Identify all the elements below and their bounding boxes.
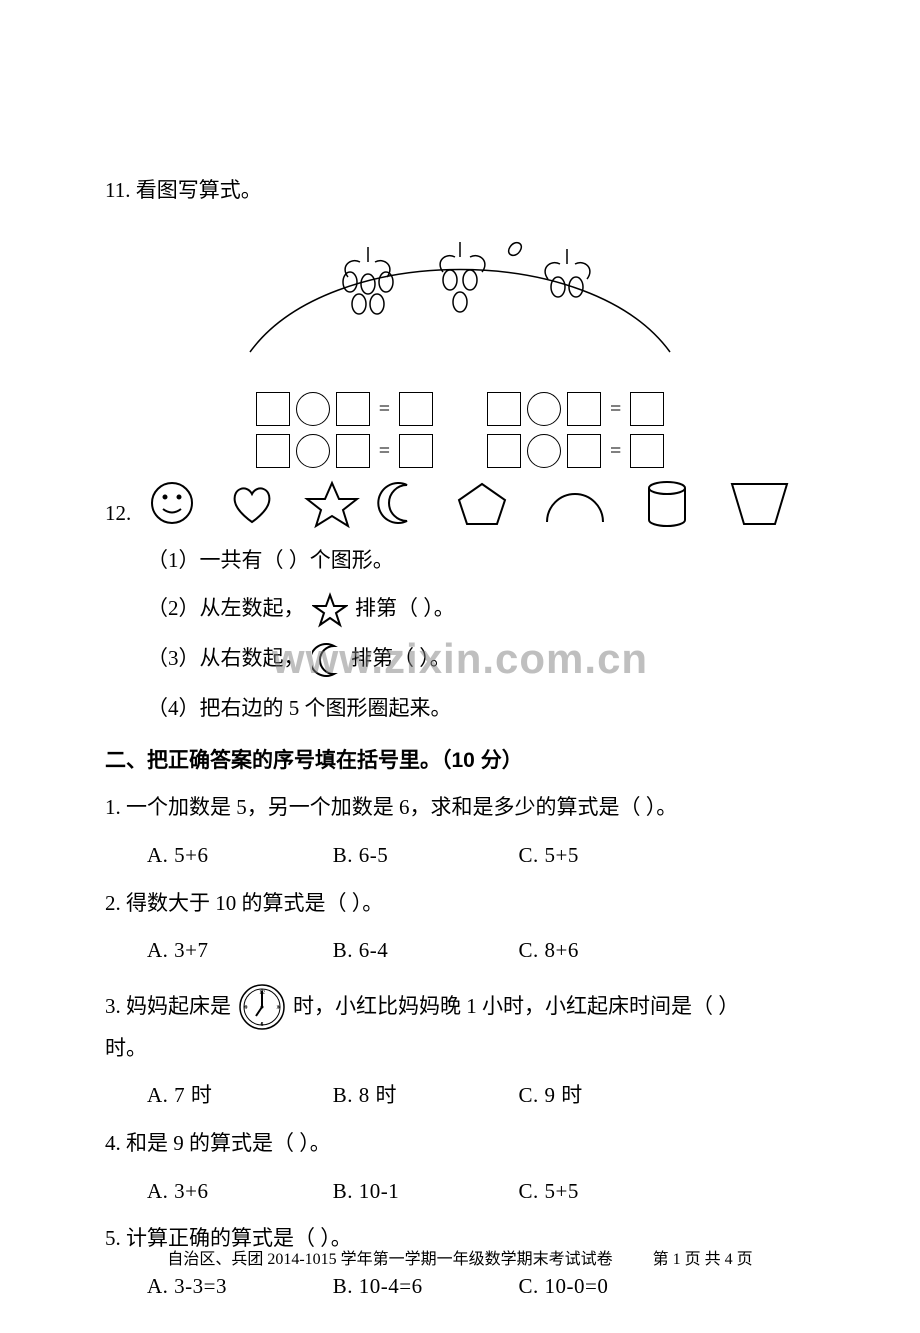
blank-box[interactable] [336, 434, 370, 468]
q12-sub1: （1）一共有（ ）个图形。 [105, 544, 815, 578]
p3-text-a: 妈妈起床是 [126, 990, 231, 1024]
q12-sub4: （4）把右边的 5 个图形圈起来。 [105, 692, 815, 726]
p1-choice-a[interactable]: A. 5+6 [147, 839, 327, 873]
section2-title: 二、把正确答案的序号填在括号里。（10 分） [105, 744, 815, 778]
p2-line: 2. 得数大于 10 的算式是（ ）。 [105, 887, 815, 921]
p1-choices: A. 5+6 B. 6-5 C. 5+5 [105, 839, 815, 873]
blank-box[interactable] [630, 392, 664, 426]
p1-choice-b[interactable]: B. 6-5 [333, 839, 513, 873]
blank-box[interactable] [399, 434, 433, 468]
p4-choice-c[interactable]: C. 5+5 [519, 1175, 699, 1209]
q12-sub2: （2）从左数起， 排第（ ）。 [105, 592, 815, 628]
grape-svg [240, 222, 680, 372]
blank-box[interactable] [256, 434, 290, 468]
p2-choice-a[interactable]: A. 3+7 [147, 934, 327, 968]
blank-box[interactable] [487, 434, 521, 468]
p2-choices: A. 3+7 B. 6-4 C. 8+6 [105, 934, 815, 968]
svg-text:6: 6 [261, 1022, 264, 1028]
p1-number: 1. [105, 795, 121, 819]
q12-sub3-b: 排第（ ）。 [351, 646, 451, 670]
p3-choice-c[interactable]: C. 9 时 [519, 1079, 699, 1113]
op-circle[interactable] [296, 434, 330, 468]
p3-number: 3. [105, 990, 121, 1024]
p4-number: 4. [105, 1131, 121, 1155]
op-circle[interactable] [527, 434, 561, 468]
blank-box[interactable] [630, 434, 664, 468]
equals-sign: = [379, 393, 390, 425]
q12-sub3-a: （3）从右数起， [147, 646, 305, 670]
page-footer: 自治区、兵团 2014-1015 学年第一学期一年级数学期末考试试卷 第 1 页… [0, 1247, 920, 1273]
moon-icon [312, 642, 344, 678]
blank-box[interactable] [567, 434, 601, 468]
footer-right: 第 1 页 共 4 页 [653, 1251, 753, 1268]
p5-choices: A. 3-3=3 B. 10-4=6 C. 10-0=0 [105, 1270, 815, 1304]
blank-box[interactable] [487, 392, 521, 426]
equals-sign: = [610, 435, 621, 467]
p4-choice-a[interactable]: A. 3+6 [147, 1175, 327, 1209]
p2-choice-c[interactable]: C. 8+6 [519, 934, 699, 968]
p4-choice-b[interactable]: B. 10-1 [333, 1175, 513, 1209]
q12-sub2-a: （2）从左数起， [147, 596, 305, 620]
p1-choice-c[interactable]: C. 5+5 [519, 839, 699, 873]
svg-text:9: 9 [245, 1005, 248, 1011]
p1-text: 一个加数是 5，另一个加数是 6，求和是多少的算式是（ ）。 [126, 795, 677, 819]
q12-sub2-b: 排第（ ）。 [355, 596, 455, 620]
svg-text:3: 3 [277, 1005, 280, 1011]
p2-number: 2. [105, 891, 121, 915]
p4-text: 和是 9 的算式是（ ）。 [126, 1131, 331, 1155]
p3-text-c: 时。 [105, 1032, 815, 1066]
p2-text: 得数大于 10 的算式是（ ）。 [126, 891, 383, 915]
eq-group-4: = [484, 434, 667, 468]
blank-box[interactable] [336, 392, 370, 426]
footer-left: 自治区、兵团 2014-1015 学年第一学期一年级数学期末考试试卷 [167, 1251, 612, 1268]
p2-choice-b[interactable]: B. 6-4 [333, 934, 513, 968]
eq-group-2: = [484, 392, 667, 426]
eq-group-3: = [253, 434, 436, 468]
p3-choice-b[interactable]: B. 8 时 [333, 1079, 513, 1113]
q12-number: 12. [105, 497, 131, 531]
p1-line: 1. 一个加数是 5，另一个加数是 6，求和是多少的算式是（ ）。 [105, 791, 815, 825]
blank-box[interactable] [567, 392, 601, 426]
op-circle[interactable] [527, 392, 561, 426]
star-icon [312, 592, 348, 628]
op-circle[interactable] [296, 392, 330, 426]
p3-text-b: 时，小红比妈妈晚 1 小时，小红起床时间是（ ） [293, 990, 739, 1024]
equals-sign: = [379, 435, 390, 467]
q11-number: 11. [105, 178, 130, 202]
blank-box[interactable] [256, 392, 290, 426]
p5-choice-a[interactable]: A. 3-3=3 [147, 1270, 327, 1304]
equals-sign: = [610, 393, 621, 425]
q11-title: 看图写算式。 [136, 178, 262, 202]
q11-line: 11. 看图写算式。 [105, 174, 815, 208]
p3-choices: A. 7 时 B. 8 时 C. 9 时 [105, 1079, 815, 1113]
clock-icon: 12 3 6 9 [237, 982, 287, 1032]
exam-page: 11. 看图写算式。 [0, 0, 920, 1333]
eq-group-1: = [253, 392, 436, 426]
p3-line: 3. 妈妈起床是 12 3 6 9 时，小红比妈妈晚 1 小时，小红起床时间是（… [105, 982, 815, 1032]
p5-choice-c[interactable]: C. 10-0=0 [519, 1270, 699, 1304]
q12-sub3: （3）从右数起， 排第（ ）。 [105, 642, 815, 678]
eq-row-2: = = [105, 434, 815, 468]
grape-figure [105, 222, 815, 383]
p4-choices: A. 3+6 B. 10-1 C. 5+5 [105, 1175, 815, 1209]
p3-choice-a[interactable]: A. 7 时 [147, 1079, 327, 1113]
p5-choice-b[interactable]: B. 10-4=6 [333, 1270, 513, 1304]
eq-row-1: = = [105, 392, 815, 426]
shapes-svg [147, 476, 807, 530]
p4-line: 4. 和是 9 的算式是（ ）。 [105, 1127, 815, 1161]
q12-shapes-row: 12. [105, 476, 815, 530]
blank-box[interactable] [399, 392, 433, 426]
